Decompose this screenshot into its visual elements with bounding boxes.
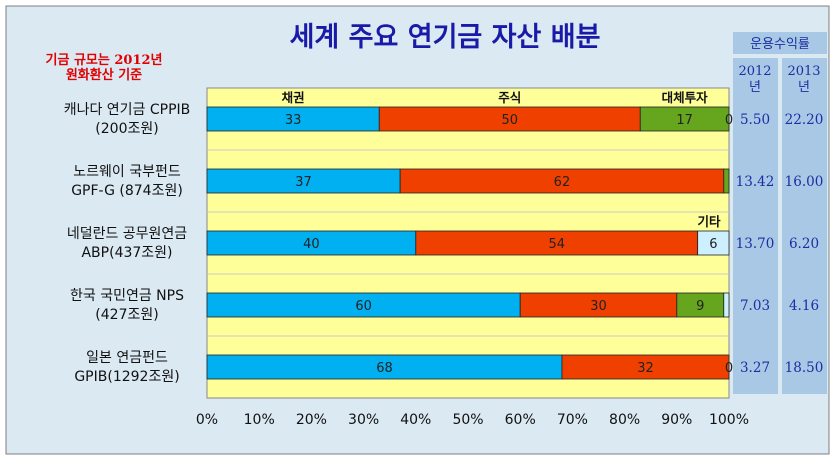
returns-year-2012-suffix: 년 (749, 80, 761, 95)
bar-value-label: 33 (285, 113, 302, 128)
category-label: 노르웨이 국부펀드 (73, 164, 181, 180)
x-tick-label: 30% (348, 412, 379, 428)
category-label: (427조원) (95, 307, 158, 323)
x-tick-label: 50% (452, 412, 483, 428)
bar-segment (723, 168, 730, 194)
return-value: 18.50 (785, 360, 824, 376)
return-value: 3.27 (740, 360, 770, 376)
bar-segment (519, 292, 678, 318)
returns-year-2013-suffix: 년 (798, 80, 810, 95)
returns-year-2013: 2013 (787, 64, 820, 79)
x-tick-label: 90% (661, 412, 692, 428)
category-label: 일본 연금펀드 (86, 350, 168, 366)
category-label: ABP(437조원) (81, 245, 172, 261)
bar-segment (697, 230, 730, 256)
bar-value-label: 9 (696, 299, 704, 314)
return-value: 13.70 (736, 236, 775, 252)
bar-segment (206, 230, 417, 256)
bar-value-label: 37 (295, 175, 312, 190)
category-labels: 캐나다 연기금 CPPIB (200조원) 노르웨이 국부펀드 GPF-G (874조… (64, 102, 191, 385)
return-value: 6.20 (789, 236, 819, 252)
x-tick-label: 80% (609, 412, 640, 428)
returns-table-column-2012 (733, 58, 778, 394)
returns-table: 운용수익률 2012 년 2013 년 5.50 22.20 13.42 16.00 1… (733, 32, 827, 394)
bar-value-label: 62 (554, 175, 571, 190)
bar-value-label: 68 (376, 361, 393, 376)
category-label: 네덜란드 공무원연금 (67, 226, 187, 242)
bar-segment (378, 106, 641, 132)
return-value: 13.42 (736, 174, 775, 190)
bar-value-label: 32 (637, 361, 654, 376)
return-value: 5.50 (740, 112, 770, 128)
bar-segment (206, 168, 401, 194)
gridlines (207, 149, 729, 337)
bars (206, 106, 730, 380)
returns-values: 5.50 22.20 13.42 16.00 13.70 6.20 7.03 4.16 3.27… (736, 112, 824, 376)
bar-segment (561, 354, 730, 380)
bar-value-label: 17 (676, 113, 693, 128)
category-label: 캐나다 연기금 CPPIB (64, 102, 191, 118)
x-tick-label: 40% (400, 412, 431, 428)
category-label: 한국 국민연금 NPS (70, 288, 184, 304)
returns-table-header: 운용수익률 (750, 37, 810, 52)
bar-segment (723, 292, 730, 318)
bar-value-label: 0 (725, 361, 733, 376)
return-value: 7.03 (740, 298, 770, 314)
bar-value-label: 0 (725, 113, 733, 128)
bar-value-label: 6 (709, 237, 717, 252)
x-tick-label: 0% (196, 412, 218, 428)
return-value: 22.20 (785, 112, 824, 128)
x-tick-label: 20% (296, 412, 327, 428)
x-tick-label: 100% (709, 412, 749, 428)
returns-year-2012: 2012 (738, 64, 771, 79)
category-label: (200조원) (95, 121, 158, 137)
returns-table-column-2013 (782, 58, 827, 394)
bar-value-label: 60 (355, 299, 372, 314)
segment-series-label: 채권 (282, 90, 305, 105)
segment-series-label: 대체투자 (662, 90, 709, 105)
return-value: 16.00 (785, 174, 824, 190)
bar-value-label: 30 (590, 299, 607, 314)
category-label: GPF-G (874조원) (71, 183, 183, 199)
return-value: 4.16 (789, 298, 819, 314)
bar-value-label: 40 (303, 237, 320, 252)
chart-note-line-1: 기금 규모는 2012년 (46, 53, 163, 68)
chart-note-line-2: 원화환산 기준 (66, 67, 142, 83)
bar-segment (206, 292, 521, 318)
x-tick-labels: 0% 10% 20% 30% 40% 50% 60% 70% 80% 90% 100% (196, 412, 749, 428)
bar-labels: 33 50 17 0 37 62 40 54 6 60 30 9 68 32 0 (285, 113, 733, 376)
bar-segment (639, 106, 730, 132)
category-label: GPIB(1292조원) (74, 369, 179, 385)
bar-value-label: 50 (501, 113, 518, 128)
segment-series-label: 기타 (697, 214, 721, 229)
bar-value-label: 54 (548, 237, 565, 252)
bar-segment (206, 106, 380, 132)
x-tick-label: 10% (244, 412, 275, 428)
segment-series-label: 주식 (498, 90, 521, 105)
x-tick-label: 70% (557, 412, 588, 428)
chart-title: 세계 주요 연기금 자산 배분 (290, 22, 601, 53)
returns-table-header-cell (733, 32, 827, 54)
x-tick-label: 60% (505, 412, 536, 428)
